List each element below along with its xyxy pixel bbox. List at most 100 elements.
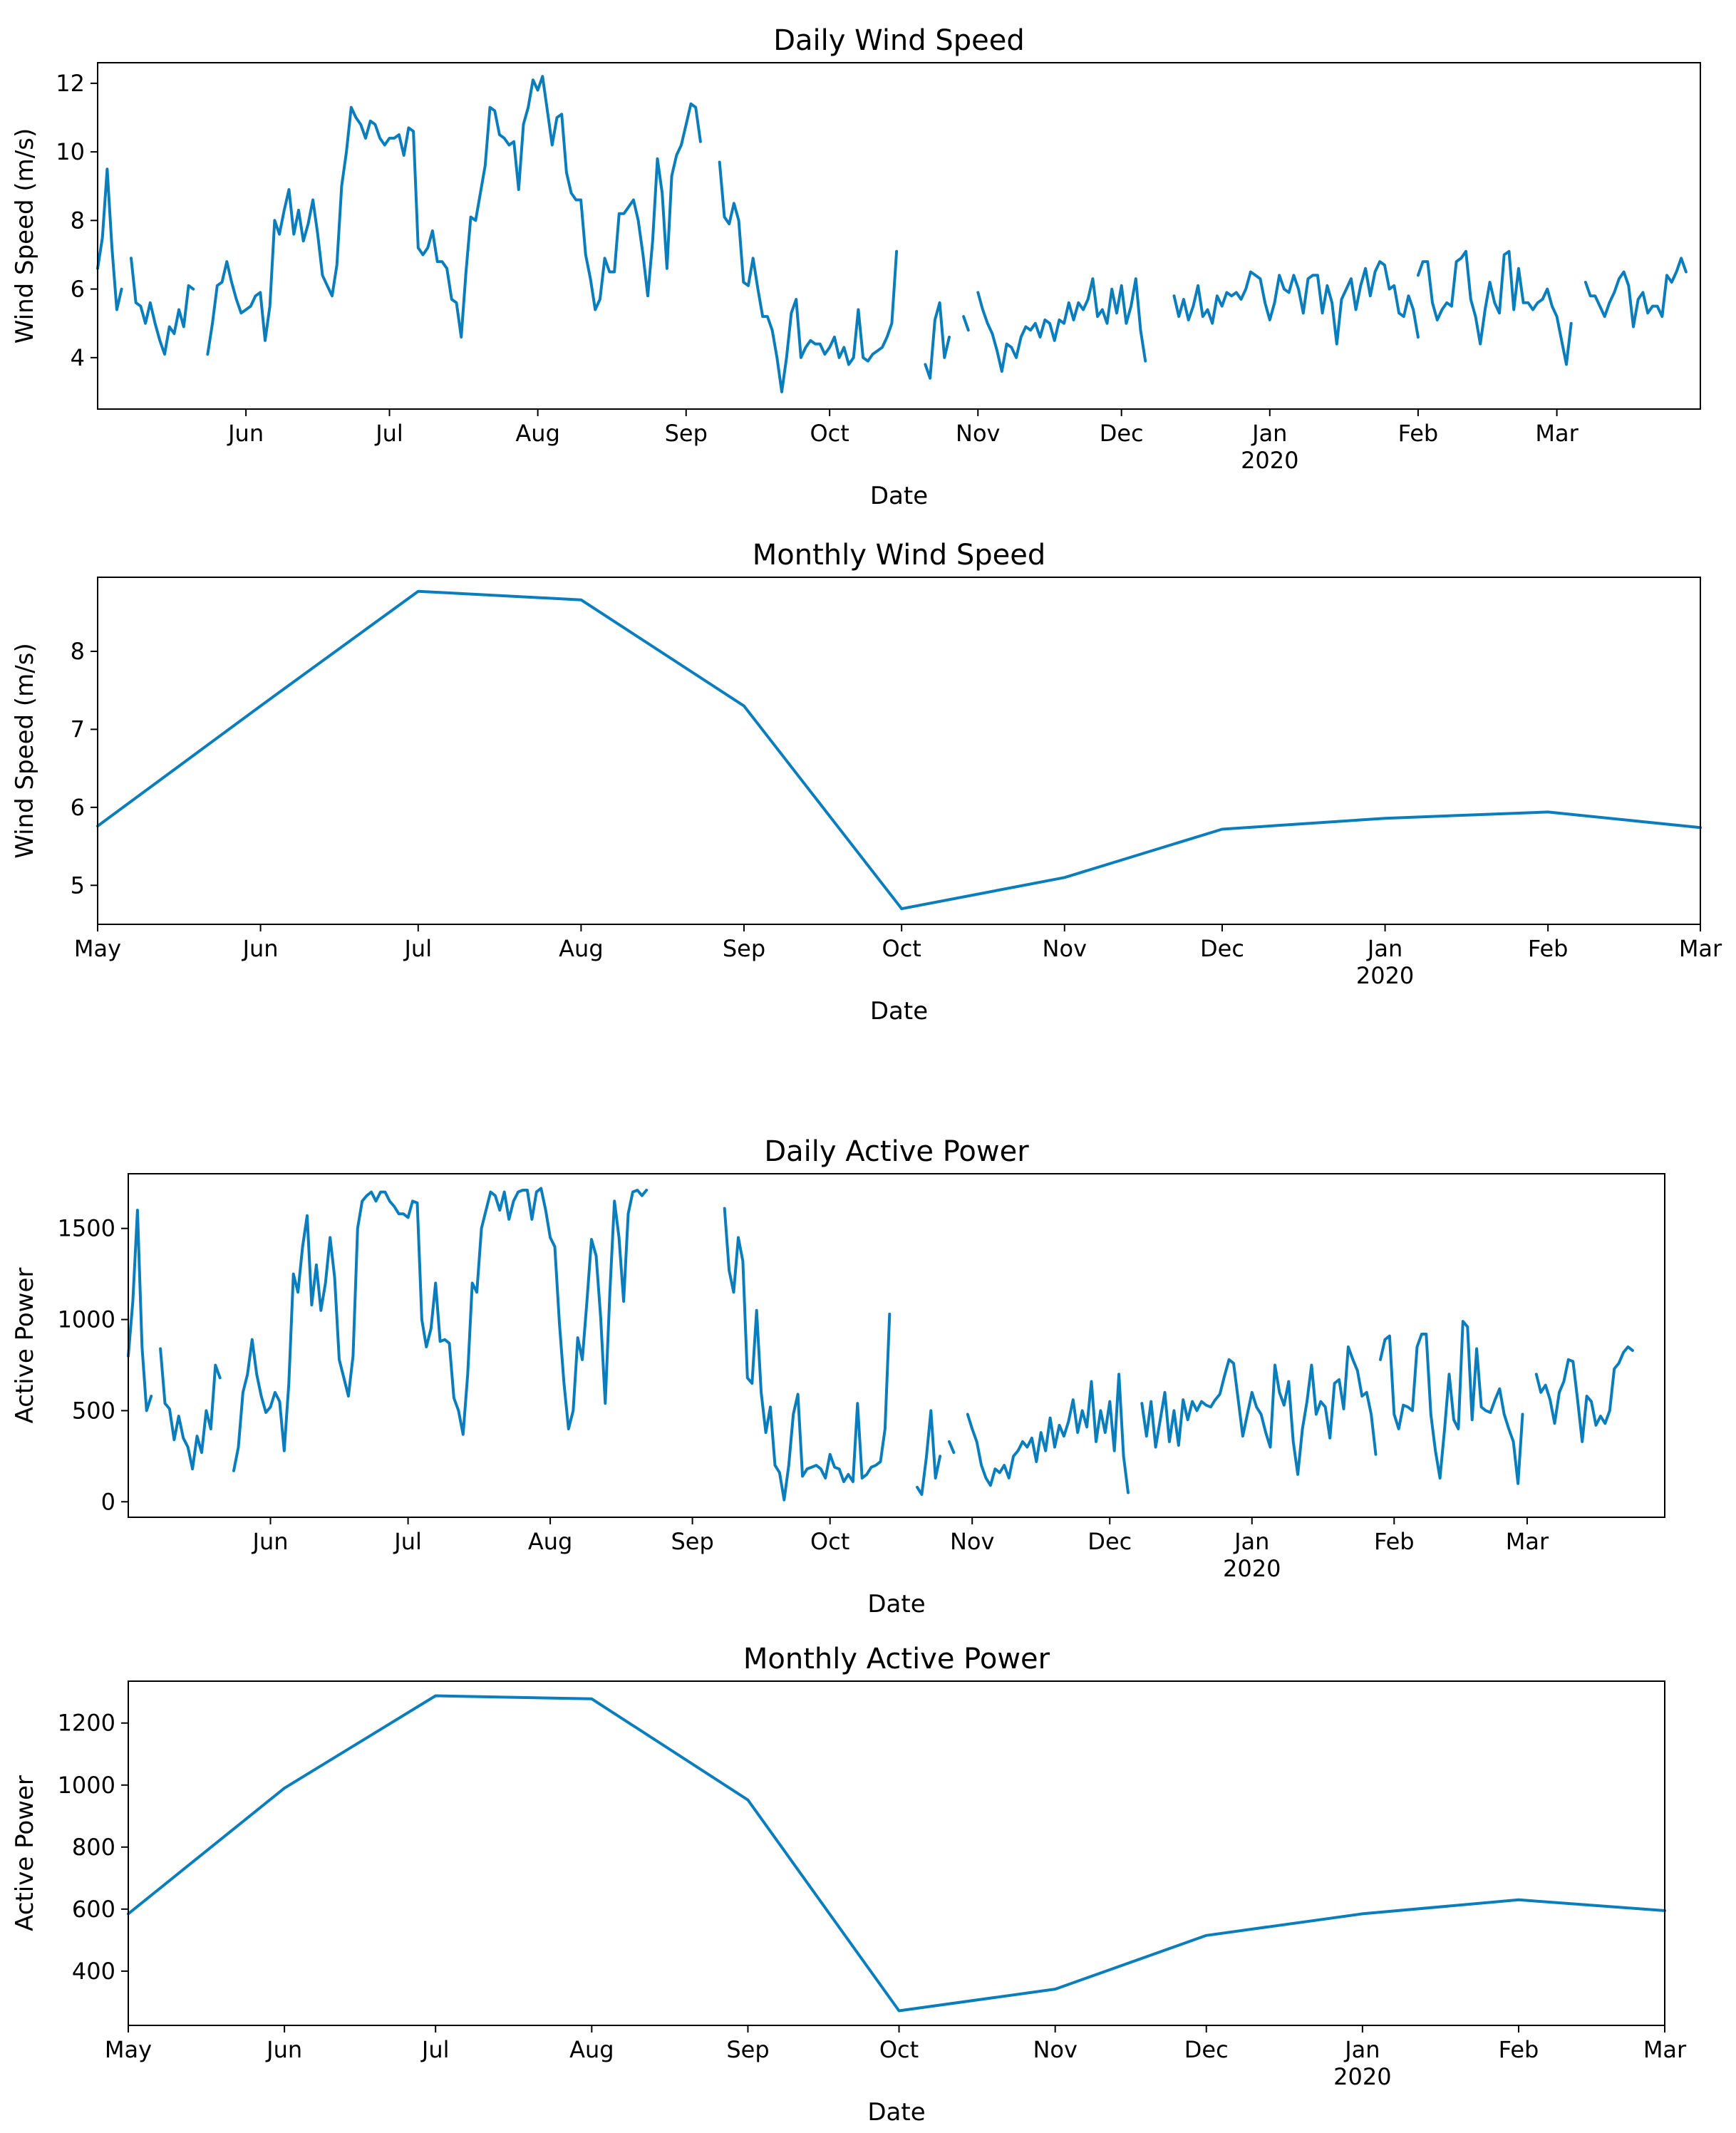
monthly-active-power-x-tick-label: May bbox=[105, 2036, 152, 2063]
monthly-active-power-axes-frame bbox=[128, 1680, 1665, 2026]
daily-active-power-x-tick-year-label: 2020 bbox=[1223, 1555, 1281, 1582]
monthly-active-power-x-tick-label: Jul bbox=[420, 2036, 450, 2063]
daily-wind-speed-series-line-9 bbox=[1583, 257, 1688, 329]
daily-wind-speed-y-tick-label: 6 bbox=[71, 276, 85, 303]
monthly-active-power-x-tick-label: Jun bbox=[265, 2036, 302, 2063]
monthly-wind-speed-y-tick-label: 6 bbox=[71, 794, 85, 821]
monthly-wind-speed-y-tick-label: 5 bbox=[71, 872, 85, 899]
daily-active-power-series-line-8 bbox=[1379, 1320, 1524, 1485]
monthly-wind-speed-title: Monthly Wind Speed bbox=[753, 539, 1046, 572]
monthly-active-power-x-tick-label: Aug bbox=[569, 2036, 614, 2063]
monthly-wind-speed-x-tick-label: Mar bbox=[1679, 935, 1722, 962]
daily-wind-speed-x-tick-label: Jan bbox=[1251, 420, 1287, 447]
monthly-active-power-y-tick-label: 600 bbox=[72, 1896, 115, 1923]
daily-wind-speed-y-tick-label: 12 bbox=[56, 70, 85, 97]
daily-wind-speed-series-line-3 bbox=[718, 160, 899, 393]
daily-active-power-series-line-9 bbox=[1534, 1345, 1634, 1443]
monthly-wind-speed-y-tick-label: 7 bbox=[71, 716, 85, 743]
daily-active-power-title: Daily Active Power bbox=[764, 1135, 1029, 1168]
daily-wind-speed-axes-frame bbox=[97, 62, 1701, 410]
monthly-active-power-x-tick-label: Sep bbox=[726, 2036, 769, 2063]
monthly-active-power-x-tick-label: Feb bbox=[1499, 2036, 1539, 2063]
daily-wind-speed-x-tick-label: Sep bbox=[665, 420, 708, 447]
daily-active-power-x-tick-label: Feb bbox=[1374, 1528, 1415, 1555]
monthly-active-power-x-tick-label: Nov bbox=[1033, 2036, 1077, 2063]
monthly-wind-speed-x-tick-label: Nov bbox=[1043, 935, 1087, 962]
monthly-active-power-y-tick-label: 800 bbox=[72, 1834, 115, 1861]
daily-active-power-x-tick-label: Oct bbox=[810, 1528, 849, 1555]
daily-wind-speed-x-tick-label: Nov bbox=[956, 420, 1000, 447]
monthly-active-power-x-tick-label: Dec bbox=[1184, 2036, 1229, 2063]
daily-active-power-series-line-1 bbox=[159, 1347, 222, 1471]
monthly-active-power-y-tick-label: 400 bbox=[72, 1958, 115, 1985]
daily-wind-speed-y-tick-label: 8 bbox=[71, 207, 85, 234]
daily-wind-speed-x-axis-label: Date bbox=[870, 482, 928, 510]
daily-wind-speed-series-line-6 bbox=[976, 277, 1147, 373]
daily-wind-speed-y-axis-label: Wind Speed (m/s) bbox=[11, 128, 39, 344]
monthly-active-power-chart: 400 600 800 1000 1200 May Jun Jul Aug Sep Oct Nov De… bbox=[11, 1643, 1687, 2127]
daily-active-power-x-tick-label: Aug bbox=[528, 1528, 572, 1555]
daily-active-power-x-tick-label: Sep bbox=[671, 1528, 713, 1555]
monthly-wind-speed-axes-frame bbox=[97, 577, 1701, 925]
daily-active-power-y-axis-label: Active Power bbox=[11, 1268, 39, 1424]
monthly-active-power-x-tick-year-label: 2020 bbox=[1333, 2063, 1391, 2090]
daily-active-power-x-tick-label: Jul bbox=[393, 1528, 422, 1555]
monthly-wind-speed-series-line-0 bbox=[96, 589, 1702, 911]
daily-wind-speed-y-tick-label: 10 bbox=[56, 138, 85, 165]
monthly-wind-speed-x-tick-label: May bbox=[74, 935, 121, 962]
monthly-wind-speed-x-tick-label: Jan bbox=[1366, 935, 1402, 962]
monthly-active-power-y-tick-label: 1200 bbox=[58, 1710, 115, 1737]
daily-wind-speed-series-line-1 bbox=[130, 257, 195, 356]
daily-wind-speed-x-tick-label: Dec bbox=[1100, 420, 1144, 447]
daily-active-power-chart: 0 500 1000 1500 Jun Jul Aug Sep Oct Nov Dec Jan2020… bbox=[11, 1135, 1665, 1618]
daily-wind-speed-x-tick-label: Feb bbox=[1398, 420, 1439, 447]
daily-wind-speed-series-line-0 bbox=[96, 167, 123, 311]
daily-active-power-series-line-5 bbox=[948, 1440, 956, 1455]
daily-active-power-series-line-6 bbox=[966, 1373, 1130, 1494]
daily-active-power-x-tick-label: Jun bbox=[252, 1528, 289, 1555]
monthly-active-power-x-tick-label: Oct bbox=[879, 2036, 919, 2063]
daily-active-power-y-tick-label: 500 bbox=[72, 1397, 115, 1424]
monthly-wind-speed-x-tick-label: Oct bbox=[882, 935, 921, 962]
monthly-active-power-title: Monthly Active Power bbox=[743, 1643, 1050, 1675]
daily-wind-speed-x-tick-label: Jun bbox=[227, 420, 264, 447]
daily-wind-speed-series-line-7 bbox=[1172, 260, 1420, 346]
daily-wind-speed-title: Daily Wind Speed bbox=[773, 24, 1025, 57]
monthly-wind-speed-x-tick-label: Feb bbox=[1528, 935, 1569, 962]
monthly-wind-speed-x-tick-year-label: 2020 bbox=[1356, 962, 1414, 989]
daily-wind-speed-x-tick-label: Mar bbox=[1535, 420, 1579, 447]
monthly-wind-speed-x-axis-label: Date bbox=[870, 997, 928, 1026]
daily-wind-speed-x-tick-year-label: 2020 bbox=[1241, 447, 1298, 474]
daily-wind-speed-x-tick-label: Aug bbox=[515, 420, 559, 447]
monthly-wind-speed-x-tick-label: Dec bbox=[1200, 935, 1244, 962]
monthly-active-power-x-tick-label: Mar bbox=[1643, 2036, 1687, 2063]
daily-active-power-x-tick-label: Jan bbox=[1233, 1528, 1269, 1555]
daily-active-power-y-tick-label: 0 bbox=[101, 1488, 115, 1515]
monthly-wind-speed-x-tick-label: Sep bbox=[723, 935, 765, 962]
daily-active-power-y-tick-label: 1500 bbox=[58, 1215, 115, 1242]
monthly-active-power-series-line-0 bbox=[127, 1694, 1666, 2013]
daily-active-power-x-tick-label: Mar bbox=[1506, 1528, 1549, 1555]
daily-active-power-series-line-7 bbox=[1140, 1345, 1378, 1476]
monthly-wind-speed-x-tick-label: Jun bbox=[242, 935, 279, 962]
daily-active-power-series-line-4 bbox=[916, 1409, 942, 1496]
monthly-active-power-x-tick-label: Jan bbox=[1343, 2036, 1380, 2063]
daily-active-power-series-line-0 bbox=[127, 1209, 153, 1412]
daily-active-power-series-line-3 bbox=[723, 1207, 892, 1502]
monthly-active-power-y-axis-label: Active Power bbox=[11, 1775, 39, 1931]
daily-wind-speed-series-line-5 bbox=[962, 315, 970, 332]
daily-active-power-axes-frame bbox=[128, 1173, 1665, 1518]
daily-active-power-series-line-2 bbox=[232, 1187, 649, 1472]
monthly-wind-speed-x-tick-label: Aug bbox=[559, 935, 603, 962]
monthly-active-power-y-tick-label: 1000 bbox=[58, 1772, 115, 1799]
monthly-wind-speed-y-tick-label: 8 bbox=[71, 638, 85, 665]
daily-active-power-y-tick-label: 1000 bbox=[58, 1306, 115, 1333]
monthly-wind-speed-x-tick-label: Jul bbox=[403, 935, 432, 962]
daily-wind-speed-series-line-2 bbox=[206, 75, 702, 356]
monthly-active-power-x-axis-label: Date bbox=[867, 2098, 925, 2127]
daily-active-power-x-axis-label: Date bbox=[867, 1590, 925, 1618]
daily-wind-speed-x-tick-label: Jul bbox=[374, 420, 403, 447]
daily-active-power-x-tick-label: Nov bbox=[950, 1528, 994, 1555]
